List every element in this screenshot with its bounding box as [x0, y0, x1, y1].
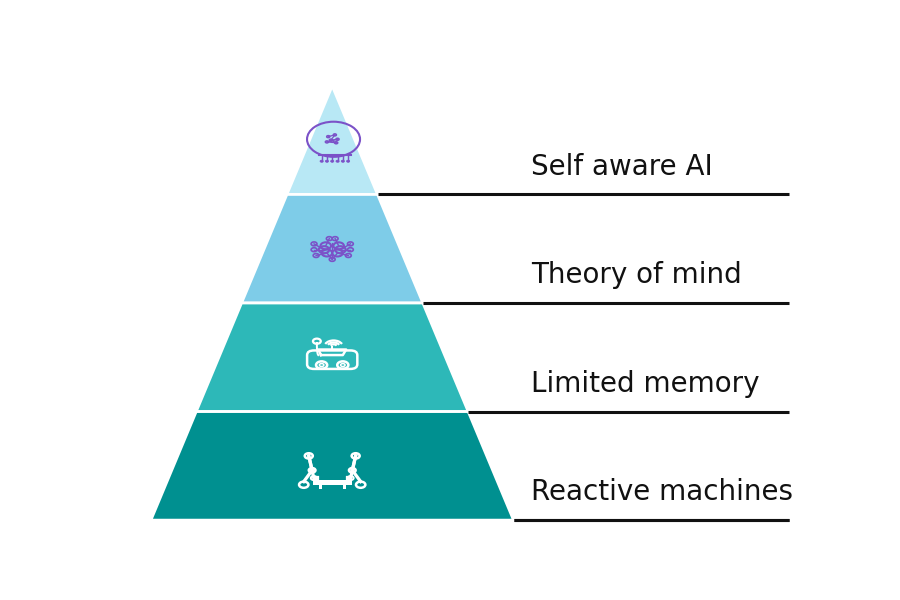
Circle shape — [325, 160, 328, 162]
Circle shape — [346, 160, 350, 162]
Polygon shape — [241, 194, 423, 303]
Text: Limited memory: Limited memory — [531, 370, 760, 398]
Text: Theory of mind: Theory of mind — [531, 261, 742, 289]
Polygon shape — [196, 303, 468, 412]
Circle shape — [330, 160, 334, 162]
Polygon shape — [287, 86, 378, 194]
Text: Self aware AI: Self aware AI — [531, 152, 713, 181]
Text: Reactive machines: Reactive machines — [531, 478, 793, 506]
Circle shape — [320, 160, 323, 162]
Polygon shape — [151, 412, 514, 520]
Circle shape — [336, 160, 339, 162]
Circle shape — [341, 160, 345, 162]
